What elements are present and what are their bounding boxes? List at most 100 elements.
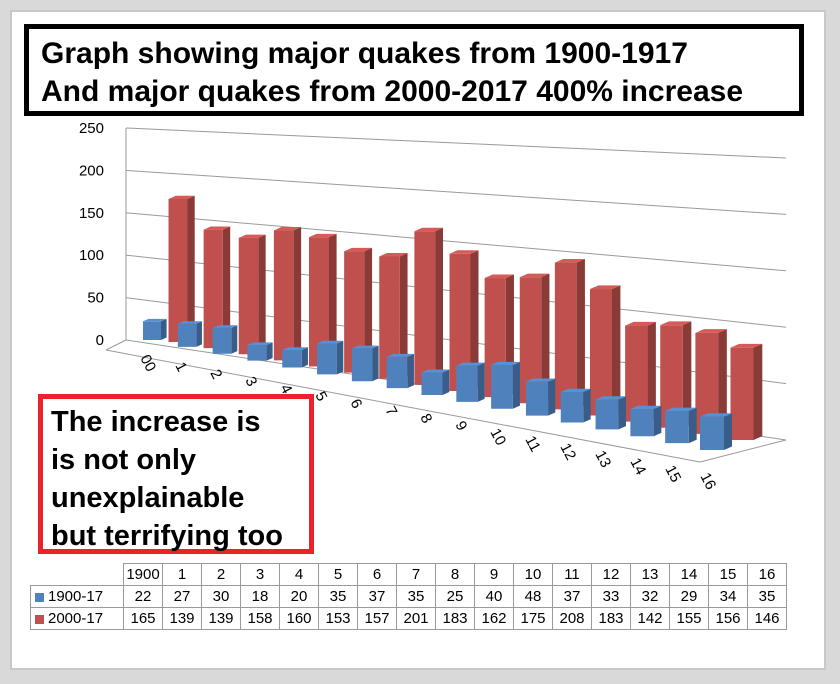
legend-entry-1900-17: 1900-17 [30, 585, 124, 608]
bar-2000-17 [590, 285, 621, 416]
x-tick-label: 11 [521, 433, 543, 455]
table-value-cell: 27 [162, 585, 202, 608]
x-tick-label: 13 [591, 448, 614, 471]
table-value-cell: 183 [435, 607, 475, 630]
x-tick-label: 12 [556, 440, 579, 463]
bar-2000-17 [414, 227, 444, 385]
bar-2000-17 [238, 234, 266, 355]
chart-title-line-1: Graph showing major quakes from 1900-191… [41, 37, 688, 70]
table-value-cell: 37 [552, 585, 592, 608]
bar-2000-17 [309, 233, 337, 367]
gridline [125, 127, 787, 159]
legend-label-2000-17: 2000-17 [48, 610, 104, 627]
bar-1900-17 [595, 396, 626, 430]
callout-line-3: unexplainable [51, 482, 245, 514]
table-value-cell: 153 [318, 607, 358, 630]
bar-2000-17 [168, 195, 195, 342]
bar-2000-17 [449, 250, 479, 391]
bar-1900-17 [386, 353, 414, 389]
table-value-cell: 35 [396, 585, 436, 608]
table-value-cell: 175 [513, 607, 553, 630]
table-value-cell: 40 [474, 585, 514, 608]
x-tick-label: 00 [136, 352, 159, 375]
table-value-cell: 35 [318, 585, 358, 608]
bar-1900-17 [247, 342, 273, 361]
table-value-cell: 158 [240, 607, 280, 630]
table-value-cell: 139 [162, 607, 202, 630]
bar-2000-17 [344, 247, 373, 373]
table-header-cell: 9 [474, 563, 514, 586]
table-header-cell: 11 [552, 563, 592, 586]
x-tick-label: 14 [626, 455, 649, 478]
table-header-cell: 1 [162, 563, 202, 586]
table-value-cell: 165 [123, 607, 163, 630]
chart-title-box: Graph showing major quakes from 1900-191… [24, 24, 804, 116]
x-tick-label: 15 [661, 463, 684, 486]
callout-line-1: The increase is [51, 406, 261, 438]
table-value-cell: 162 [474, 607, 514, 630]
x-tick-label: 7 [381, 404, 400, 419]
legend-swatch-1900-17 [35, 592, 44, 602]
table-header-cell: 12 [591, 563, 631, 586]
table-value-cell: 32 [630, 585, 670, 608]
callout-line-2: is not only [51, 444, 196, 476]
bar-2000-17 [625, 321, 656, 422]
bar-1900-17 [351, 345, 379, 382]
chart-title-line-2: And major quakes from 2000-2017 400% inc… [41, 75, 744, 108]
table-value-cell: 208 [552, 607, 592, 630]
x-tick-label: 16 [696, 470, 719, 493]
bar-1900-17 [317, 340, 344, 375]
bar-1900-17 [560, 388, 591, 423]
x-tick-label: 10 [486, 426, 509, 449]
x-tick-label: 8 [416, 411, 435, 426]
table-value-cell: 34 [708, 585, 748, 608]
table-header-cell: 6 [357, 563, 397, 586]
y-tick-label: 150 [79, 205, 104, 222]
table-value-cell: 30 [201, 585, 241, 608]
bar-2000-17 [695, 329, 727, 434]
table-value-cell: 155 [669, 607, 709, 630]
y-tick-label: 200 [79, 162, 104, 179]
table-value-cell: 25 [435, 585, 475, 608]
table-value-cell: 18 [240, 585, 280, 608]
table-header-cell: 7 [396, 563, 436, 586]
x-tick-label: 2 [206, 367, 225, 382]
bar-2000-17 [379, 253, 408, 379]
y-tick-label: 50 [87, 290, 104, 307]
table-value-cell: 183 [591, 607, 631, 630]
table-value-cell: 157 [357, 607, 397, 630]
bar-1900-17 [700, 413, 732, 450]
bar-1900-17 [525, 378, 556, 416]
data-table-header-row: 1900 1 2 3 4 5 6 7 8 9 10 11 12 13 14 15 16 [31, 563, 787, 586]
table-value-cell: 29 [669, 585, 709, 608]
table-value-cell: 201 [396, 607, 436, 630]
bar-2000-17 [519, 273, 550, 404]
table-value-cell: 146 [747, 607, 787, 630]
x-tick-label: 5 [311, 389, 330, 404]
table-header-cell: 13 [630, 563, 670, 586]
table-header-cell: 8 [435, 563, 475, 586]
x-tick-label: 9 [451, 418, 470, 433]
table-header-cell: 15 [708, 563, 748, 586]
y-tick-label: 100 [79, 247, 104, 264]
bar-1900-17 [143, 318, 167, 340]
data-table-corner [31, 564, 124, 586]
table-value-cell: 160 [279, 607, 319, 630]
table-header-cell: 16 [747, 563, 787, 586]
data-table: 1900 1 2 3 4 5 6 7 8 9 10 11 12 13 14 15 16 1900-17 22 27… [30, 563, 787, 630]
y-tick-label: 0 [96, 332, 104, 349]
table-value-cell: 156 [708, 607, 748, 630]
floor-front-edge [105, 349, 701, 463]
table-header-cell: 2 [201, 563, 241, 586]
table-value-cell: 35 [747, 585, 787, 608]
gridline [125, 212, 787, 272]
floor-right-edge [699, 439, 787, 463]
table-value-cell: 20 [279, 585, 319, 608]
bar-2000-17 [203, 226, 231, 349]
bar-2000-17 [730, 343, 763, 440]
legend-entry-2000-17: 2000-17 [30, 607, 124, 630]
bar-1900-17 [630, 405, 662, 437]
table-value-cell: 37 [357, 585, 397, 608]
bar-1900-17 [665, 407, 697, 444]
